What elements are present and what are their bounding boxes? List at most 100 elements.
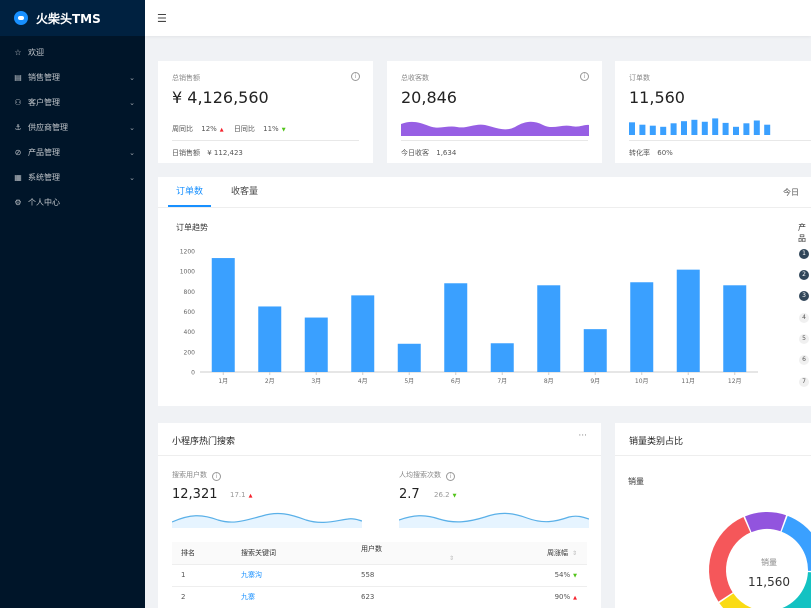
x-tick-label: 2月 (265, 378, 275, 385)
column-header-rank: 排名 (172, 542, 232, 565)
donut-segment[interactable] (709, 517, 751, 602)
sidebar-item-2[interactable]: ⚇ 客户管理 ⌄ (0, 90, 145, 115)
gear-icon: ⚙ (14, 198, 22, 207)
sidebar-item-label: 供应商管理 (28, 123, 68, 132)
y-tick-label: 200 (184, 349, 196, 356)
more-icon[interactable]: ··· (578, 431, 587, 441)
bar[interactable] (397, 343, 421, 372)
app-logo[interactable]: 火柴头TMS (0, 0, 145, 36)
caret-up-icon: ▲ (219, 127, 224, 133)
orders-bar-chart: 0 200 400 600 800 1000 1200 1月 2月 3月 4月 5月 6月 7月 8月 9月 1… (180, 249, 758, 385)
tab-orders[interactable]: 订单数 (168, 177, 212, 207)
column-header-change[interactable]: 周涨幅 ⇕ (472, 542, 587, 565)
bar[interactable] (676, 269, 700, 372)
category-donut-chart (709, 512, 811, 608)
users-cell: 623 (352, 586, 472, 608)
sidebar-item-4[interactable]: ⊘ 产品管理 ⌄ (0, 140, 145, 165)
mini-bar (649, 125, 656, 135)
search-users-sparkline (172, 512, 362, 528)
chart-title: 订单趋势 (176, 223, 208, 232)
today-link[interactable]: 今日 (783, 188, 799, 197)
table-row: 2 九寨 623 90% ▲ (172, 586, 587, 608)
bar[interactable] (258, 306, 282, 372)
bar[interactable] (630, 282, 654, 372)
menu-fold-icon[interactable]: ☰ (157, 11, 167, 25)
donut-segment[interactable] (774, 572, 811, 608)
chevron-down-icon: ⌄ (129, 123, 135, 132)
hot-search-card: 小程序热门搜索 ··· 搜索用户数 i 12,321 17.1 ▲ 人均搜索次数 … (158, 423, 601, 608)
caret-down-icon: ▼ (452, 493, 457, 499)
mini-bar (743, 123, 750, 135)
sidebar-item-6[interactable]: ⚙ 个人中心 (0, 190, 145, 215)
rank-cell: 1 (172, 564, 232, 587)
info-icon[interactable]: i (212, 472, 222, 481)
bar[interactable] (583, 329, 607, 372)
donut-segment[interactable] (745, 512, 787, 533)
sidebar-item-label: 系统管理 (28, 173, 60, 182)
change-cell: 54% ▼ (472, 564, 587, 587)
chevron-down-icon: ⌄ (129, 73, 135, 82)
sidebar-item-5[interactable]: ▦ 系统管理 ⌄ (0, 165, 145, 190)
sort-icon[interactable]: ⇕ (571, 549, 577, 557)
setting-panel-icon: ▦ (14, 173, 22, 182)
mini-bar (660, 126, 667, 135)
avg-search-rate: 26.2 ▼ (434, 491, 457, 499)
rank-badge: 6 (799, 355, 809, 365)
x-tick-label: 7月 (497, 378, 507, 385)
card-title: 销量类别占比 (629, 437, 684, 447)
x-tick-label: 12月 (728, 378, 742, 385)
donut-segment[interactable] (719, 593, 775, 608)
info-icon[interactable]: i (351, 72, 360, 81)
sort-icon[interactable]: ⇕ (449, 554, 455, 562)
bar[interactable] (304, 317, 328, 372)
mini-bar (670, 123, 677, 135)
logo-icon (14, 11, 28, 25)
bar[interactable] (537, 285, 561, 372)
x-tick-label: 6月 (451, 378, 461, 385)
app-title: 火柴头TMS (36, 11, 101, 26)
bar[interactable] (351, 295, 375, 372)
sidebar-item-3[interactable]: ⚓ 供应商管理 ⌄ (0, 115, 145, 140)
info-icon[interactable]: i (446, 472, 456, 481)
week-compare: 周同比 12% ▲ 日同比 11% ▼ (172, 125, 286, 133)
y-tick-label: 0 (191, 370, 195, 377)
keyword-link[interactable]: 九寨沟 (232, 564, 352, 587)
sidebar-item-label: 欢迎 (28, 48, 44, 57)
mini-bar (639, 124, 646, 135)
caret-down-icon: ▼ (573, 573, 577, 579)
chevron-down-icon: ⌄ (129, 98, 135, 107)
sidebar-item-label: 个人中心 (28, 198, 60, 207)
search-users-value: 12,321 (172, 487, 218, 502)
top-header: ☰ (145, 0, 811, 36)
sidebar-menu: ☆ 欢迎 ▤ 销售管理 ⌄ ⚇ 客户管理 ⌄ ⚓ 供应商管理 ⌄ ⊘ 产品管理 ⌄ ▦ 系统管理 ⌄ ⚙ 个人中心 (0, 40, 145, 215)
mini-bar (764, 124, 771, 135)
sidebar-item-0[interactable]: ☆ 欢迎 (0, 40, 145, 65)
sidebar: 火柴头TMS ☆ 欢迎 ▤ 销售管理 ⌄ ⚇ 客户管理 ⌄ ⚓ 供应商管理 ⌄ ⊘ 产品管理 ⌄ ▦ 系统管理… (0, 0, 145, 608)
bar[interactable] (444, 283, 468, 372)
users-cell: 558 (352, 564, 472, 587)
bar[interactable] (723, 285, 747, 372)
donut-segment[interactable] (781, 515, 811, 571)
change-cell: 90% ▲ (472, 586, 587, 608)
divider (401, 140, 588, 141)
info-icon[interactable]: i (580, 72, 589, 81)
stat-value: 20,846 (401, 88, 457, 107)
search-keyword-table: 排名 搜索关键词 用户数⇕ 周涨幅 ⇕ 1 九寨沟 558 54% ▼ 2 九寨 6… (172, 542, 587, 608)
compass-icon: ⊘ (14, 148, 22, 157)
donut-center-label: 销量 (761, 558, 777, 567)
mini-bar (681, 121, 687, 135)
avg-search-value: 2.7 (399, 487, 420, 502)
keyword-link[interactable]: 九寨 (232, 586, 352, 608)
bar[interactable] (490, 343, 514, 372)
bar[interactable] (211, 258, 235, 372)
tab-visitors[interactable]: 收客量 (231, 187, 259, 197)
stat-value: ¥ 4,126,560 (172, 88, 269, 107)
sidebar-item-1[interactable]: ▤ 销售管理 ⌄ (0, 65, 145, 90)
x-tick-label: 3月 (311, 378, 321, 385)
column-header-users[interactable]: 用户数⇕ (352, 542, 472, 565)
tab-bar: 订单数 收客量 (168, 177, 278, 207)
caret-down-icon: ▼ (281, 127, 286, 133)
orders-trend-card: 订单数 收客量 今日 订单趋势 0 200 400 600 800 1000 1200 1月 2… (158, 177, 811, 406)
tabs-divider (158, 207, 811, 208)
ranking-title: 产品 (798, 223, 806, 243)
